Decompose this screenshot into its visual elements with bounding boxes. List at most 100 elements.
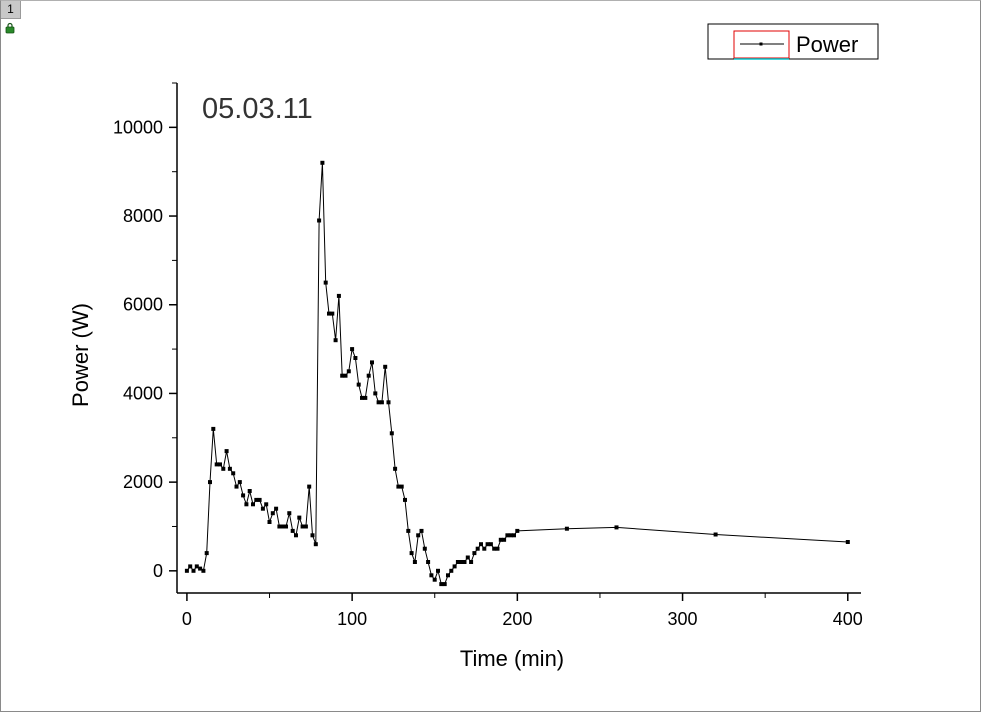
data-point <box>360 395 364 400</box>
x-tick-label: 300 <box>668 609 698 629</box>
data-point <box>495 546 500 551</box>
data-point <box>244 502 249 507</box>
data-point <box>343 373 348 378</box>
data-point <box>436 568 440 573</box>
data-point <box>465 555 470 560</box>
x-tick-label: 400 <box>833 609 863 629</box>
data-point <box>211 426 216 431</box>
data-point <box>462 560 467 564</box>
data-point <box>340 373 345 378</box>
data-point <box>373 391 378 396</box>
data-point <box>280 524 285 529</box>
data-point <box>204 551 209 556</box>
data-point <box>251 502 255 507</box>
data-point <box>475 546 480 551</box>
data-point <box>224 449 229 454</box>
legend-swatch-frame <box>733 30 790 59</box>
legend-box <box>707 23 879 60</box>
data-point <box>300 524 305 529</box>
data-point <box>459 560 464 564</box>
data-point <box>327 311 331 316</box>
data-point <box>307 484 312 489</box>
data-point <box>330 311 335 316</box>
y-tick-label: 10000 <box>113 117 163 137</box>
axes <box>176 83 861 594</box>
data-point <box>237 480 242 485</box>
data-point <box>287 511 292 516</box>
data-point <box>317 218 322 223</box>
data-point <box>406 528 411 533</box>
x-tick-label: 200 <box>502 609 532 629</box>
series-line <box>186 162 848 585</box>
data-point <box>452 564 457 569</box>
data-point <box>194 564 199 569</box>
data-point <box>469 560 474 564</box>
data-point <box>323 280 328 285</box>
data-point <box>432 577 437 582</box>
legend-marker-sample <box>759 42 763 46</box>
data-point <box>845 540 850 544</box>
data-point <box>214 462 219 467</box>
data-point <box>274 506 279 511</box>
data-point <box>241 493 246 498</box>
series-power <box>184 160 850 587</box>
data-point <box>227 466 232 471</box>
data-point <box>429 573 434 578</box>
chart-annotation[interactable]: 05.03.11 <box>202 93 313 125</box>
data-point <box>498 537 503 542</box>
layer-tab[interactable]: 1 <box>1 1 21 19</box>
y-tick-label: 2000 <box>123 472 163 492</box>
data-point <box>297 515 302 520</box>
data-point <box>188 564 193 569</box>
data-point <box>247 489 252 493</box>
data-point <box>257 497 262 502</box>
data-point <box>218 462 222 467</box>
data-point <box>485 542 490 547</box>
lock-icon <box>5 22 15 34</box>
data-point <box>393 466 398 471</box>
data-point <box>303 524 308 529</box>
data-point <box>346 369 351 374</box>
data-point <box>399 484 404 489</box>
data-point <box>488 542 493 547</box>
data-point <box>409 551 414 556</box>
data-point <box>564 526 569 531</box>
data-point <box>231 471 236 476</box>
data-point <box>403 497 407 502</box>
y-tick-label: 8000 <box>123 206 163 226</box>
data-point <box>191 568 196 573</box>
data-point <box>350 347 355 352</box>
data-point <box>515 528 520 533</box>
data-point <box>336 293 341 298</box>
y-tick-label: 6000 <box>123 295 163 315</box>
x-axis-title: Time (min) <box>460 646 564 671</box>
x-tick-label: 100 <box>337 609 367 629</box>
data-point <box>267 520 272 524</box>
data-point <box>270 511 275 516</box>
y-axis-title: Power (W) <box>68 303 93 407</box>
data-point <box>389 431 394 436</box>
data-point <box>472 551 477 556</box>
data-point <box>419 528 424 533</box>
data-point <box>234 484 239 489</box>
data-point <box>412 560 417 564</box>
x-tick-label: 0 <box>182 609 192 629</box>
data-point <box>313 542 318 547</box>
data-point <box>446 573 450 578</box>
data-point <box>290 528 295 533</box>
data-point <box>356 382 361 387</box>
y-tick-label: 4000 <box>123 383 163 403</box>
data-point <box>366 373 371 378</box>
legend[interactable]: Power <box>707 23 879 60</box>
data-point <box>396 484 401 489</box>
data-point <box>221 466 226 471</box>
data-point <box>426 560 431 564</box>
data-point <box>512 533 516 538</box>
data-point <box>479 542 483 547</box>
data-point <box>370 360 374 365</box>
data-point <box>442 582 447 587</box>
data-point <box>505 533 510 538</box>
